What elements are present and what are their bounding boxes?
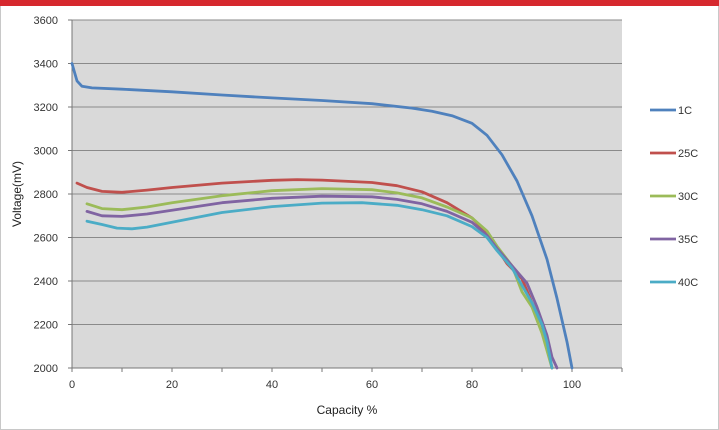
y-tick-label: 2400 bbox=[34, 276, 58, 288]
y-tick-label: 2600 bbox=[34, 233, 58, 245]
x-tick-label: 60 bbox=[366, 379, 378, 391]
x-tick-label: 40 bbox=[266, 379, 278, 391]
y-tick-label: 3200 bbox=[34, 102, 58, 114]
legend-label: 1C bbox=[678, 105, 692, 117]
legend-label: 35C bbox=[678, 234, 698, 246]
x-tick-label: 20 bbox=[166, 379, 178, 391]
x-axis-label: Capacity % bbox=[317, 403, 378, 417]
y-axis-label: Voltage(mV) bbox=[10, 161, 24, 227]
series-line-25c bbox=[75, 178, 554, 370]
y-tick-label: 2000 bbox=[34, 363, 58, 375]
y-tick-label: 2800 bbox=[34, 189, 58, 201]
top-accent-bar bbox=[0, 0, 719, 6]
series-line-30c bbox=[85, 187, 554, 370]
series-line-40c bbox=[85, 201, 554, 370]
x-tick-labels: 0 20 40 60 80 100 bbox=[69, 379, 581, 391]
y-tick-label: 3400 bbox=[34, 59, 58, 71]
series-line-35c bbox=[85, 194, 559, 370]
series-lines bbox=[70, 62, 574, 370]
y-tick-label: 3600 bbox=[34, 15, 58, 27]
x-tick-label: 80 bbox=[466, 379, 478, 391]
y-tick-labels: 2000 2200 2400 2600 2800 3000 3200 3400 3600 bbox=[34, 15, 58, 375]
axes bbox=[71, 20, 623, 372]
y-tick-label: 3000 bbox=[34, 146, 58, 158]
legend-label: 40C bbox=[678, 277, 698, 289]
legend-label: 30C bbox=[678, 191, 698, 203]
series-line-1c bbox=[70, 62, 574, 370]
legend: 1C 25C 30C 35C 40C bbox=[650, 105, 698, 289]
x-tick-label: 100 bbox=[563, 379, 581, 391]
x-tick-label: 0 bbox=[69, 379, 75, 391]
legend-label: 25C bbox=[678, 148, 698, 160]
gridlines bbox=[68, 19, 622, 369]
y-tick-label: 2200 bbox=[34, 320, 58, 332]
